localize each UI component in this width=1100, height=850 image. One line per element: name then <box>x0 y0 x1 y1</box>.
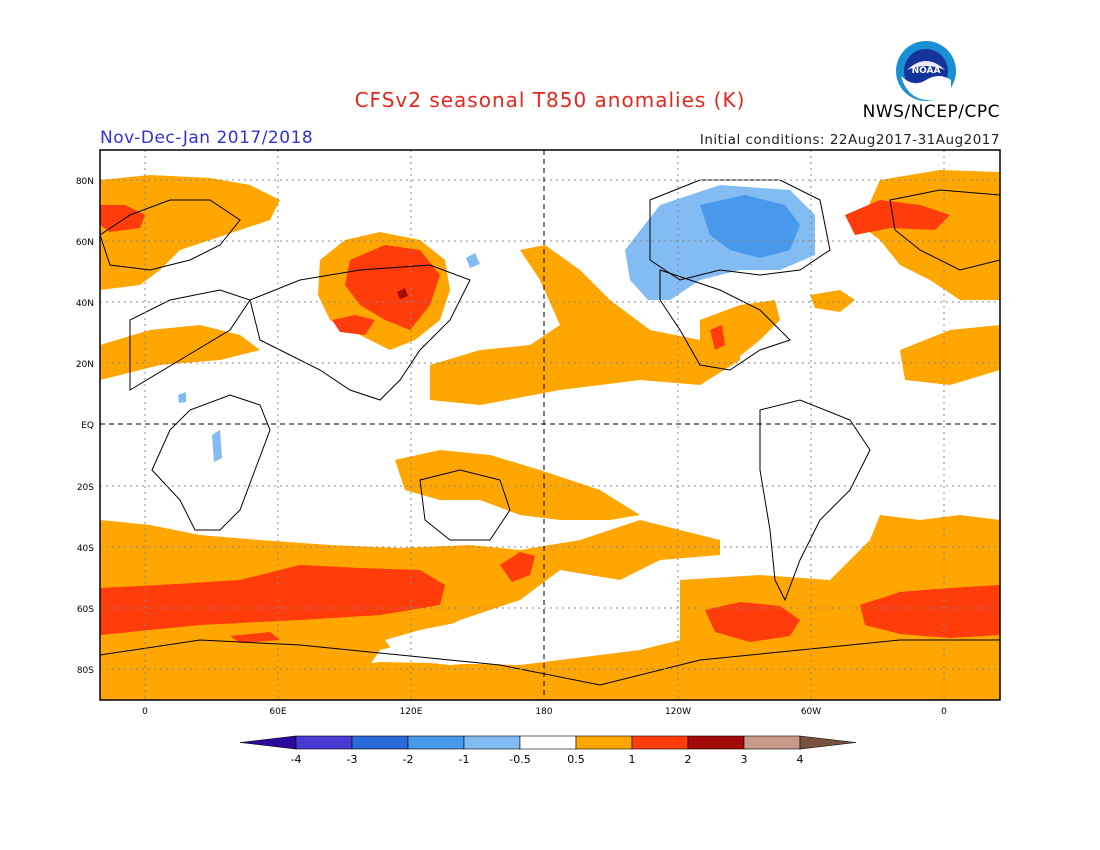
asia-red-small <box>332 315 375 335</box>
gulf-red <box>710 325 725 350</box>
lon-label: 0 <box>941 707 947 717</box>
noaa-logo-icon: NOAA <box>896 41 956 101</box>
organization-label: NWS/NCEP/CPC <box>862 102 1000 122</box>
atlantic-east-red <box>845 200 950 235</box>
south-pacific-orange <box>100 515 1000 700</box>
pacific-light-blue-spot <box>466 253 480 268</box>
lat-label: 40N <box>76 299 94 309</box>
lat-label: 80S <box>77 666 94 676</box>
southern-red-east-pacific <box>705 602 800 642</box>
anomaly-fields <box>100 170 1000 700</box>
logo-text: NOAA <box>912 66 941 76</box>
lon-label: 60E <box>269 707 286 717</box>
africa-blue-spot-1 <box>178 392 186 403</box>
north-america-mid-blue <box>700 195 800 258</box>
lon-axis: 0 60E 120E 180 120W 60W 0 <box>142 707 947 717</box>
southern-red-band-west <box>100 565 445 635</box>
new-zealand-red <box>500 552 535 582</box>
lat-label: 40S <box>77 544 94 554</box>
middle-east-orange <box>100 325 260 380</box>
lon-label: 120E <box>400 707 423 717</box>
lat-label: 60S <box>77 605 94 615</box>
coastlines <box>100 179 1000 686</box>
africa-blue-spot-2 <box>212 430 222 462</box>
map-frame <box>99 149 1001 701</box>
lon-label: 0 <box>142 707 148 717</box>
lat-label: 20N <box>76 360 94 370</box>
grid-lines <box>100 150 1000 700</box>
lat-label: EQ <box>81 421 94 431</box>
lon-label: 60W <box>801 707 821 717</box>
lon-label: 120W <box>665 707 691 717</box>
lat-label: 60N <box>76 238 94 248</box>
europe-orange <box>100 175 280 290</box>
europe-red <box>100 205 145 232</box>
atlantic-mid-orange <box>810 290 855 312</box>
southern-red-small <box>230 632 280 643</box>
tropical-pacific-orange <box>430 245 740 405</box>
reference-lines <box>100 150 1000 700</box>
asia-dark-spot <box>397 288 408 299</box>
map-title: CFSv2 seasonal T850 anomalies (K) <box>354 88 746 112</box>
australia-indian-orange <box>395 450 640 520</box>
north-atlantic-orange <box>900 325 1000 385</box>
initial-conditions-label: Initial conditions: 22Aug2017-31Aug2017 <box>699 132 1000 148</box>
southern-red-atlantic <box>860 585 1000 638</box>
lat-axis: 80N 60N 40N 20N EQ 20S 40S 60S 80S <box>76 177 94 676</box>
gulf-orange <box>700 300 780 375</box>
lat-label: 20S <box>77 483 94 493</box>
lon-label: 180 <box>535 707 552 717</box>
season-label: Nov-Dec-Jan 2017/2018 <box>100 128 314 148</box>
lat-label: 80N <box>76 177 94 187</box>
antarctic-white-hole <box>385 620 520 665</box>
